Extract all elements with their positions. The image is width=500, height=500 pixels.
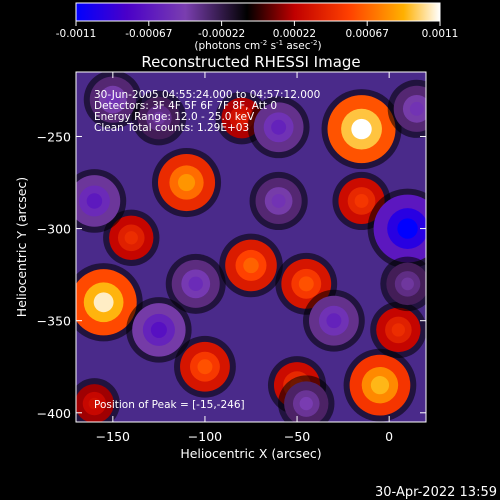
annotation-line: Clean Total counts: 1.29E+03 xyxy=(94,122,249,134)
x-tick-label: 0 xyxy=(385,429,393,444)
heatmap-source-core xyxy=(409,101,424,116)
heatmap-source-core xyxy=(235,111,248,125)
heatmap-source-core xyxy=(299,396,313,411)
heatmap-source-core xyxy=(271,119,287,135)
heatmap-source-core xyxy=(326,313,342,329)
heatmap-source-core xyxy=(88,397,101,410)
heatmap-source-core xyxy=(105,92,120,107)
x-axis-label: Heliocentric X (arcsec) xyxy=(180,446,321,461)
colorbar-gradient xyxy=(75,2,441,22)
heatmap-source-core xyxy=(152,111,166,125)
heatmap-source-core xyxy=(150,321,167,338)
colorbar-tick-label: 0.00022 xyxy=(273,28,316,40)
annotation-block: 30-Jun-2005 04:55:24.000 to 04:57:12.000… xyxy=(94,89,320,134)
heatmap-area xyxy=(76,72,426,422)
y-axis-label: Heliocentric Y (arcsec) xyxy=(14,177,29,317)
colorbar: -0.0011 -0.00067 -0.00022 0.00022 0.00067 0.0… xyxy=(56,2,459,52)
heatmap-source-core xyxy=(351,118,372,140)
x-tick-label: −100 xyxy=(188,429,222,444)
y-tick-label: −250 xyxy=(37,129,71,144)
y-tick-label: −400 xyxy=(37,406,71,421)
plot-frame xyxy=(75,71,427,423)
heatmap-source-core xyxy=(243,257,259,274)
colorbar-tick-label: 0.00067 xyxy=(345,28,388,40)
heatmap-source-core xyxy=(298,276,314,292)
x-tick-label: −50 xyxy=(284,429,310,444)
heatmap-source-core xyxy=(401,277,414,291)
heatmap-source-core xyxy=(86,193,103,209)
colorbar-unit-label: (photons cm-2 s-1 asec-2) xyxy=(194,39,321,52)
colorbar-tick-label: -0.00067 xyxy=(125,28,172,40)
y-tick-label: −300 xyxy=(37,222,71,237)
heatmap-source-core xyxy=(124,231,138,245)
heatmap-source-core xyxy=(93,292,114,313)
colorbar-tick-label: -0.00022 xyxy=(198,28,245,40)
heatmap-source-core xyxy=(271,194,286,208)
colorbar-tick-label: -0.0011 xyxy=(56,28,97,40)
x-tick-label: −150 xyxy=(96,429,130,444)
annotation-line: 30-Jun-2005 04:55:24.000 to 04:57:12.000 xyxy=(94,89,320,101)
heatmap-source-core xyxy=(197,359,213,375)
colorbar-ticks: -0.0011 -0.00067 -0.00022 0.00022 0.00067 0.0… xyxy=(56,21,459,40)
footer-timestamp: 30-Apr-2022 13:59 xyxy=(375,485,497,500)
axes: −150 −100 −50 0 −250 −300 −350 −400 xyxy=(37,72,426,444)
y-tick-label: −350 xyxy=(37,314,71,329)
chart-title: Reconstructed RHESSI Image xyxy=(141,53,360,71)
annotation-line: Detectors: 3F 4F 5F 6F 7F 8F, Att 0 xyxy=(94,100,277,112)
heatmap-source-core xyxy=(397,218,418,239)
heatmap-source-core xyxy=(177,173,196,192)
heatmap-source-core xyxy=(188,276,203,292)
peak-position-label: Position of Peak = [-15,-246] xyxy=(94,399,245,411)
heatmap-source-core xyxy=(370,376,390,395)
colorbar-tick-label: 0.0011 xyxy=(422,28,459,40)
heatmap-source-core xyxy=(391,323,406,337)
heatmap-source-core xyxy=(354,194,369,208)
annotation-line: Energy Range: 12.0 - 25.0 keV xyxy=(94,111,255,123)
